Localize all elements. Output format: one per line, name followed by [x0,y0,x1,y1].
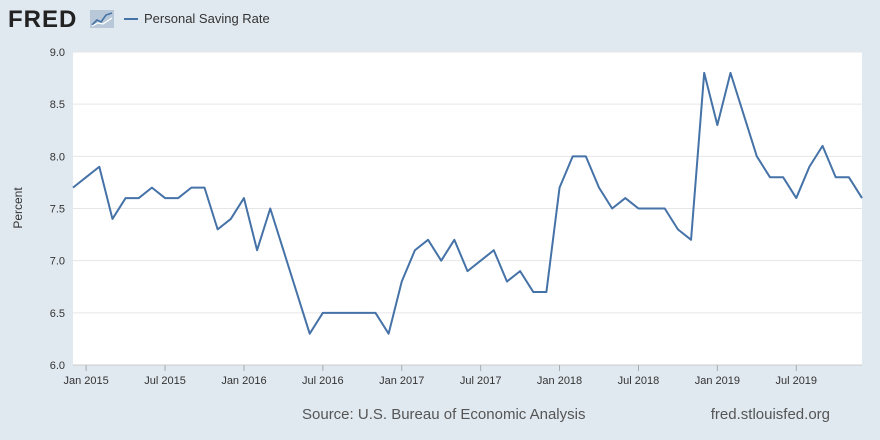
x-tick-label: Jul 2016 [302,375,344,387]
legend-swatch [124,17,138,20]
x-axis-ticks: Jan 2015 Jul 2015 Jan 2016 Jul 2016 Jan 2017… [64,365,817,387]
x-tick-label: Jan 2019 [695,375,740,387]
legend-label: Personal Saving Rate [144,11,270,26]
x-tick-label: Jan 2018 [537,375,582,387]
gridlines [73,51,862,366]
chart-area[interactable]: 6.06.57.07.58.08.59.0 Jan 2015 Jul 2015 Ja… [0,40,880,400]
chart-legend[interactable]: Personal Saving Rate [124,11,270,26]
x-tick-label: Jul 2015 [144,375,186,387]
x-tick-label: Jul 2017 [460,375,502,387]
series-line-personal-saving-rate [72,71,863,335]
y-tick-label: 7.0 [50,256,65,268]
site-link[interactable]: fred.stlouisfed.org [710,406,830,423]
y-tick-label: 8.0 [50,151,65,163]
x-tick-label: Jan 2016 [221,375,266,387]
y-axis-ticks: 6.0 6.5 7.0 7.5 8.0 8.5 9.0 [50,47,65,372]
source-note: Source: U.S. Bureau of Economic Analysis [302,406,586,423]
y-tick-label: 6.5 [50,308,65,320]
chart-header: FRED Personal Saving Rate [0,0,880,40]
y-tick-label: 6.0 [50,360,65,372]
y-tick-label: 8.5 [50,99,65,111]
fred-trend-graph-icon [90,10,114,28]
x-tick-label: Jan 2015 [64,375,109,387]
y-tick-label: 9.0 [50,47,65,59]
y-tick-label: 7.5 [50,204,65,216]
x-tick-label: Jul 2019 [775,375,817,387]
fred-logo[interactable]: FRED [8,6,78,33]
x-tick-label: Jan 2017 [379,375,424,387]
y-axis-label: Percent [11,187,25,229]
x-tick-label: Jul 2018 [618,375,660,387]
